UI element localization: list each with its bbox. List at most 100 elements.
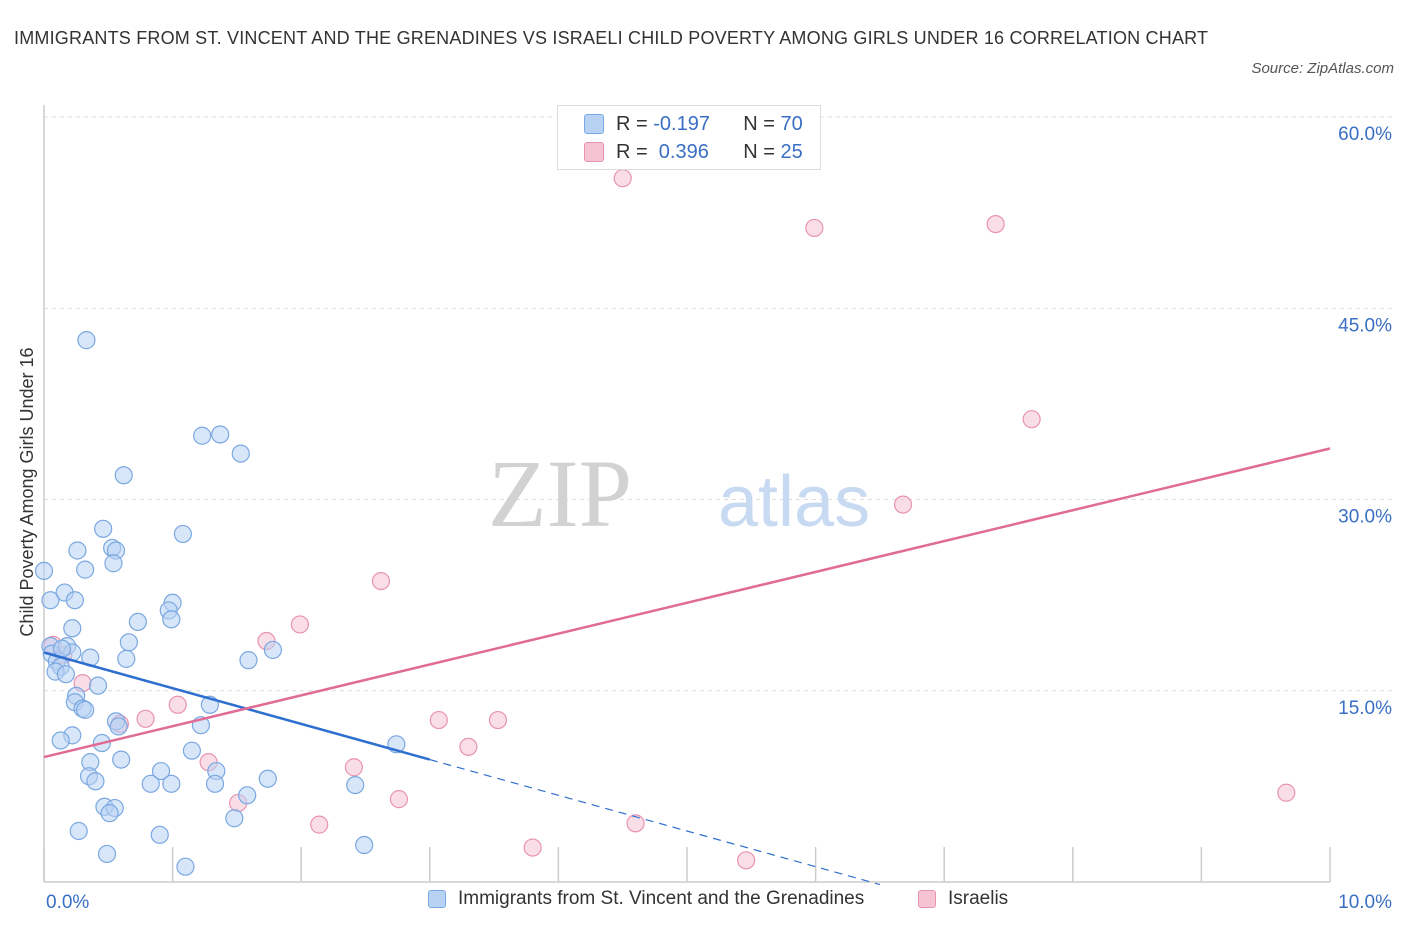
n-value: 70 — [780, 112, 803, 135]
israelis-point — [1022, 410, 1041, 429]
immigrants-point — [63, 619, 82, 638]
immigrants-point — [104, 554, 123, 573]
legend-label-israelis: Israelis — [948, 888, 1009, 909]
chart-title: IMMIGRANTS FROM ST. VINCENT AND THE GREN… — [14, 28, 1209, 48]
israelis-point — [613, 169, 632, 188]
immigrants-point — [176, 857, 195, 876]
immigrants-point — [225, 809, 244, 828]
svg-immigrants-points — [34, 331, 406, 876]
y-tick-label: 45.0% — [1338, 315, 1392, 336]
immigrants-point — [182, 741, 201, 760]
israelis-legend-swatch — [918, 890, 936, 908]
immigrants-point — [258, 769, 277, 788]
immigrants-point — [94, 519, 113, 538]
israelis-point — [805, 218, 824, 238]
x-tick-label-max: 10.0% — [1338, 892, 1392, 913]
source-label: Source: ZipAtlas.com — [1251, 60, 1394, 77]
stats-row-immigrants: R = -0.197 N = 70 — [584, 110, 803, 138]
immigrants-trend-line — [43, 651, 431, 761]
israelis-point — [986, 215, 1005, 234]
watermark-zip: ZIP — [488, 440, 632, 547]
immigrants-point — [128, 612, 147, 632]
bottom-legend: Immigrants from St. Vincent and the Gren… — [0, 888, 1406, 918]
israelis-trend-line — [43, 447, 1331, 759]
immigrants-point — [114, 466, 133, 485]
stats-row-israelis: R = 0.396 N = 25 — [584, 138, 803, 166]
y-tick-label: 30.0% — [1338, 507, 1392, 528]
immigrants-point — [119, 633, 138, 652]
immigrants-point — [355, 835, 374, 855]
israelis-point — [1277, 783, 1296, 802]
immigrants-point — [77, 331, 96, 350]
israelis-point — [523, 838, 542, 857]
immigrants-point — [211, 425, 230, 444]
immigrants-point — [109, 717, 128, 736]
immigrants-point — [239, 651, 258, 670]
israelis-point — [290, 615, 310, 634]
immigrants-point — [151, 761, 171, 781]
immigrants-point — [263, 640, 283, 660]
immigrants-swatch — [584, 114, 604, 134]
immigrants-point — [68, 541, 87, 560]
n-value: 25 — [780, 140, 803, 163]
israelis-point — [893, 495, 913, 514]
immigrants-point — [205, 774, 225, 793]
r-label: R = — [616, 140, 648, 163]
immigrants-point — [65, 591, 84, 610]
immigrants-point — [238, 786, 257, 805]
immigrants-point — [117, 649, 136, 668]
immigrants-point — [69, 821, 88, 841]
israelis-point — [429, 710, 448, 730]
immigrants-point — [56, 665, 75, 684]
israelis-point — [488, 710, 508, 730]
immigrants-point — [150, 825, 169, 844]
immigrants-point — [231, 444, 250, 463]
immigrants-trend-extension — [429, 759, 881, 886]
immigrants-point — [41, 591, 60, 610]
israelis-point — [136, 709, 155, 728]
n-label: N = — [743, 112, 775, 135]
watermark-atlas: atlas — [718, 462, 870, 542]
immigrants-point — [97, 844, 117, 864]
immigrants-point — [112, 750, 131, 769]
israelis-point — [310, 815, 329, 834]
trend-lines — [43, 447, 1331, 886]
israelis-point — [344, 758, 364, 777]
legend-item-immigrants[interactable]: Immigrants from St. Vincent and the Gren… — [428, 888, 864, 910]
israelis-point — [737, 851, 756, 870]
israelis-point — [371, 571, 391, 591]
axes — [43, 105, 1331, 883]
immigrants-point — [141, 774, 160, 793]
legend-item-israelis[interactable]: Israelis — [918, 888, 1008, 910]
israelis-points — [43, 169, 1296, 870]
immigrants-point — [193, 426, 212, 445]
israelis-point — [626, 814, 645, 833]
grid-lines — [44, 116, 1392, 692]
immigrants-point — [76, 700, 95, 719]
x-tick-label-min: 0.0% — [46, 892, 89, 913]
immigrants-point — [346, 775, 365, 795]
immigrants-legend-swatch — [428, 890, 446, 908]
israelis-point — [459, 737, 478, 756]
immigrants-point — [88, 676, 108, 695]
immigrants-point — [51, 731, 70, 750]
r-label: R = — [616, 112, 648, 135]
watermark: ZIP atlas — [488, 440, 870, 547]
x-tick-labels: 0.0% 10.0% — [46, 892, 1392, 913]
immigrants-point — [162, 774, 181, 793]
immigrants-point — [100, 804, 119, 823]
immigrants-point — [162, 610, 181, 629]
y-tick-labels: 15.0% 30.0% 45.0% 60.0% — [1338, 124, 1392, 719]
y-tick-label: 15.0% — [1338, 698, 1392, 719]
r-value: -0.197 — [653, 112, 710, 135]
n-label: N = — [743, 140, 775, 163]
israelis-swatch — [584, 142, 604, 162]
israelis-point — [168, 695, 187, 714]
immigrants-point — [34, 561, 54, 581]
y-tick-label: 60.0% — [1338, 124, 1392, 145]
legend-label-immigrants: Immigrants from St. Vincent and the Gren… — [458, 888, 865, 909]
immigrants-point — [173, 524, 192, 544]
immigrants-point — [86, 772, 105, 791]
r-value: 0.396 — [653, 140, 709, 163]
